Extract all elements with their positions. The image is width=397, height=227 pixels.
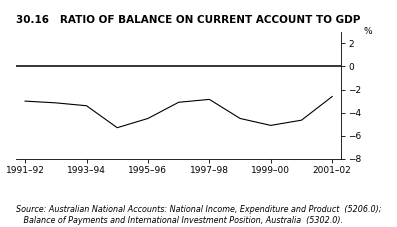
Text: 30.16   RATIO OF BALANCE ON CURRENT ACCOUNT TO GDP: 30.16 RATIO OF BALANCE ON CURRENT ACCOUN… bbox=[16, 15, 360, 25]
Text: Source: Australian National Accounts: National Income, Expenditure and Product  : Source: Australian National Accounts: Na… bbox=[16, 205, 382, 225]
Y-axis label: %: % bbox=[363, 27, 372, 36]
